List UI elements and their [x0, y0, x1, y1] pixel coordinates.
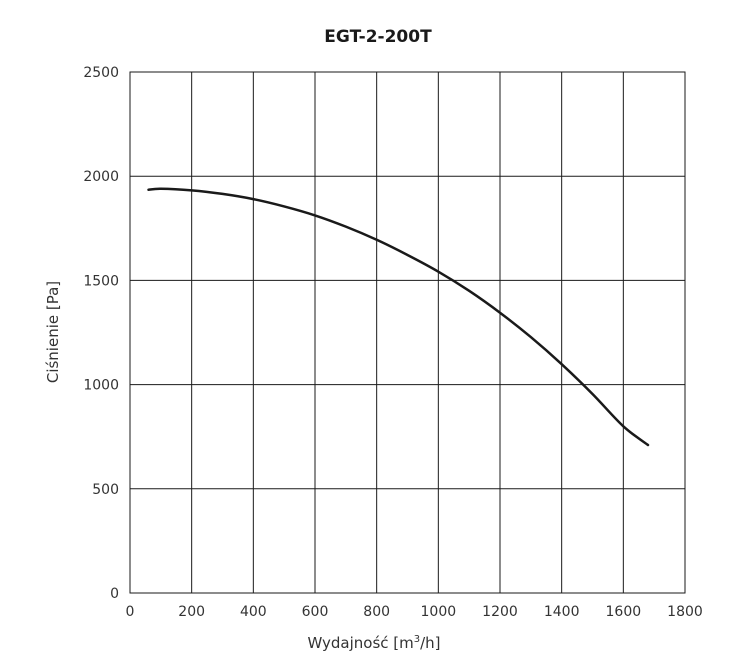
- x-tick-label: 1000: [421, 604, 457, 620]
- x-tick-labels: 0 200 400 600 800 1000 1200 1400 1600 1800: [126, 604, 703, 620]
- x-axis-label-main: Wydajność [m: [307, 634, 413, 652]
- x-tick-label: 1600: [606, 604, 642, 620]
- x-tick-label: 400: [240, 604, 267, 620]
- series-line: [147, 187, 650, 447]
- x-tick-label: 200: [178, 604, 205, 620]
- x-tick-label: 1400: [544, 604, 580, 620]
- y-tick-label: 2500: [83, 65, 119, 81]
- grid: [129, 71, 686, 594]
- x-tick-label: 1800: [667, 604, 703, 620]
- x-tick-label: 1200: [482, 604, 518, 620]
- y-tick-label: 1000: [83, 378, 119, 394]
- y-tick-label: 2000: [83, 169, 119, 185]
- x-tick-label: 800: [363, 604, 390, 620]
- chart-title: EGT-2-200T: [324, 27, 432, 47]
- plot-frame: [129, 71, 686, 594]
- series-layer: [147, 187, 650, 447]
- x-tick-label: 600: [302, 604, 329, 620]
- y-tick-labels: 0 500 1000 1500 2000 2500: [83, 65, 119, 602]
- x-tick-label: 0: [126, 604, 135, 620]
- x-axis-label-sup: 3: [414, 634, 420, 645]
- x-axis-label-tail: /h]: [420, 634, 440, 652]
- y-axis-label: Ciśnienie [Pa]: [44, 281, 62, 383]
- y-tick-label: 500: [92, 482, 119, 498]
- y-tick-label: 0: [110, 586, 119, 602]
- y-tick-label: 1500: [83, 273, 119, 289]
- x-axis-label: Wydajność [m3/h]: [307, 634, 440, 652]
